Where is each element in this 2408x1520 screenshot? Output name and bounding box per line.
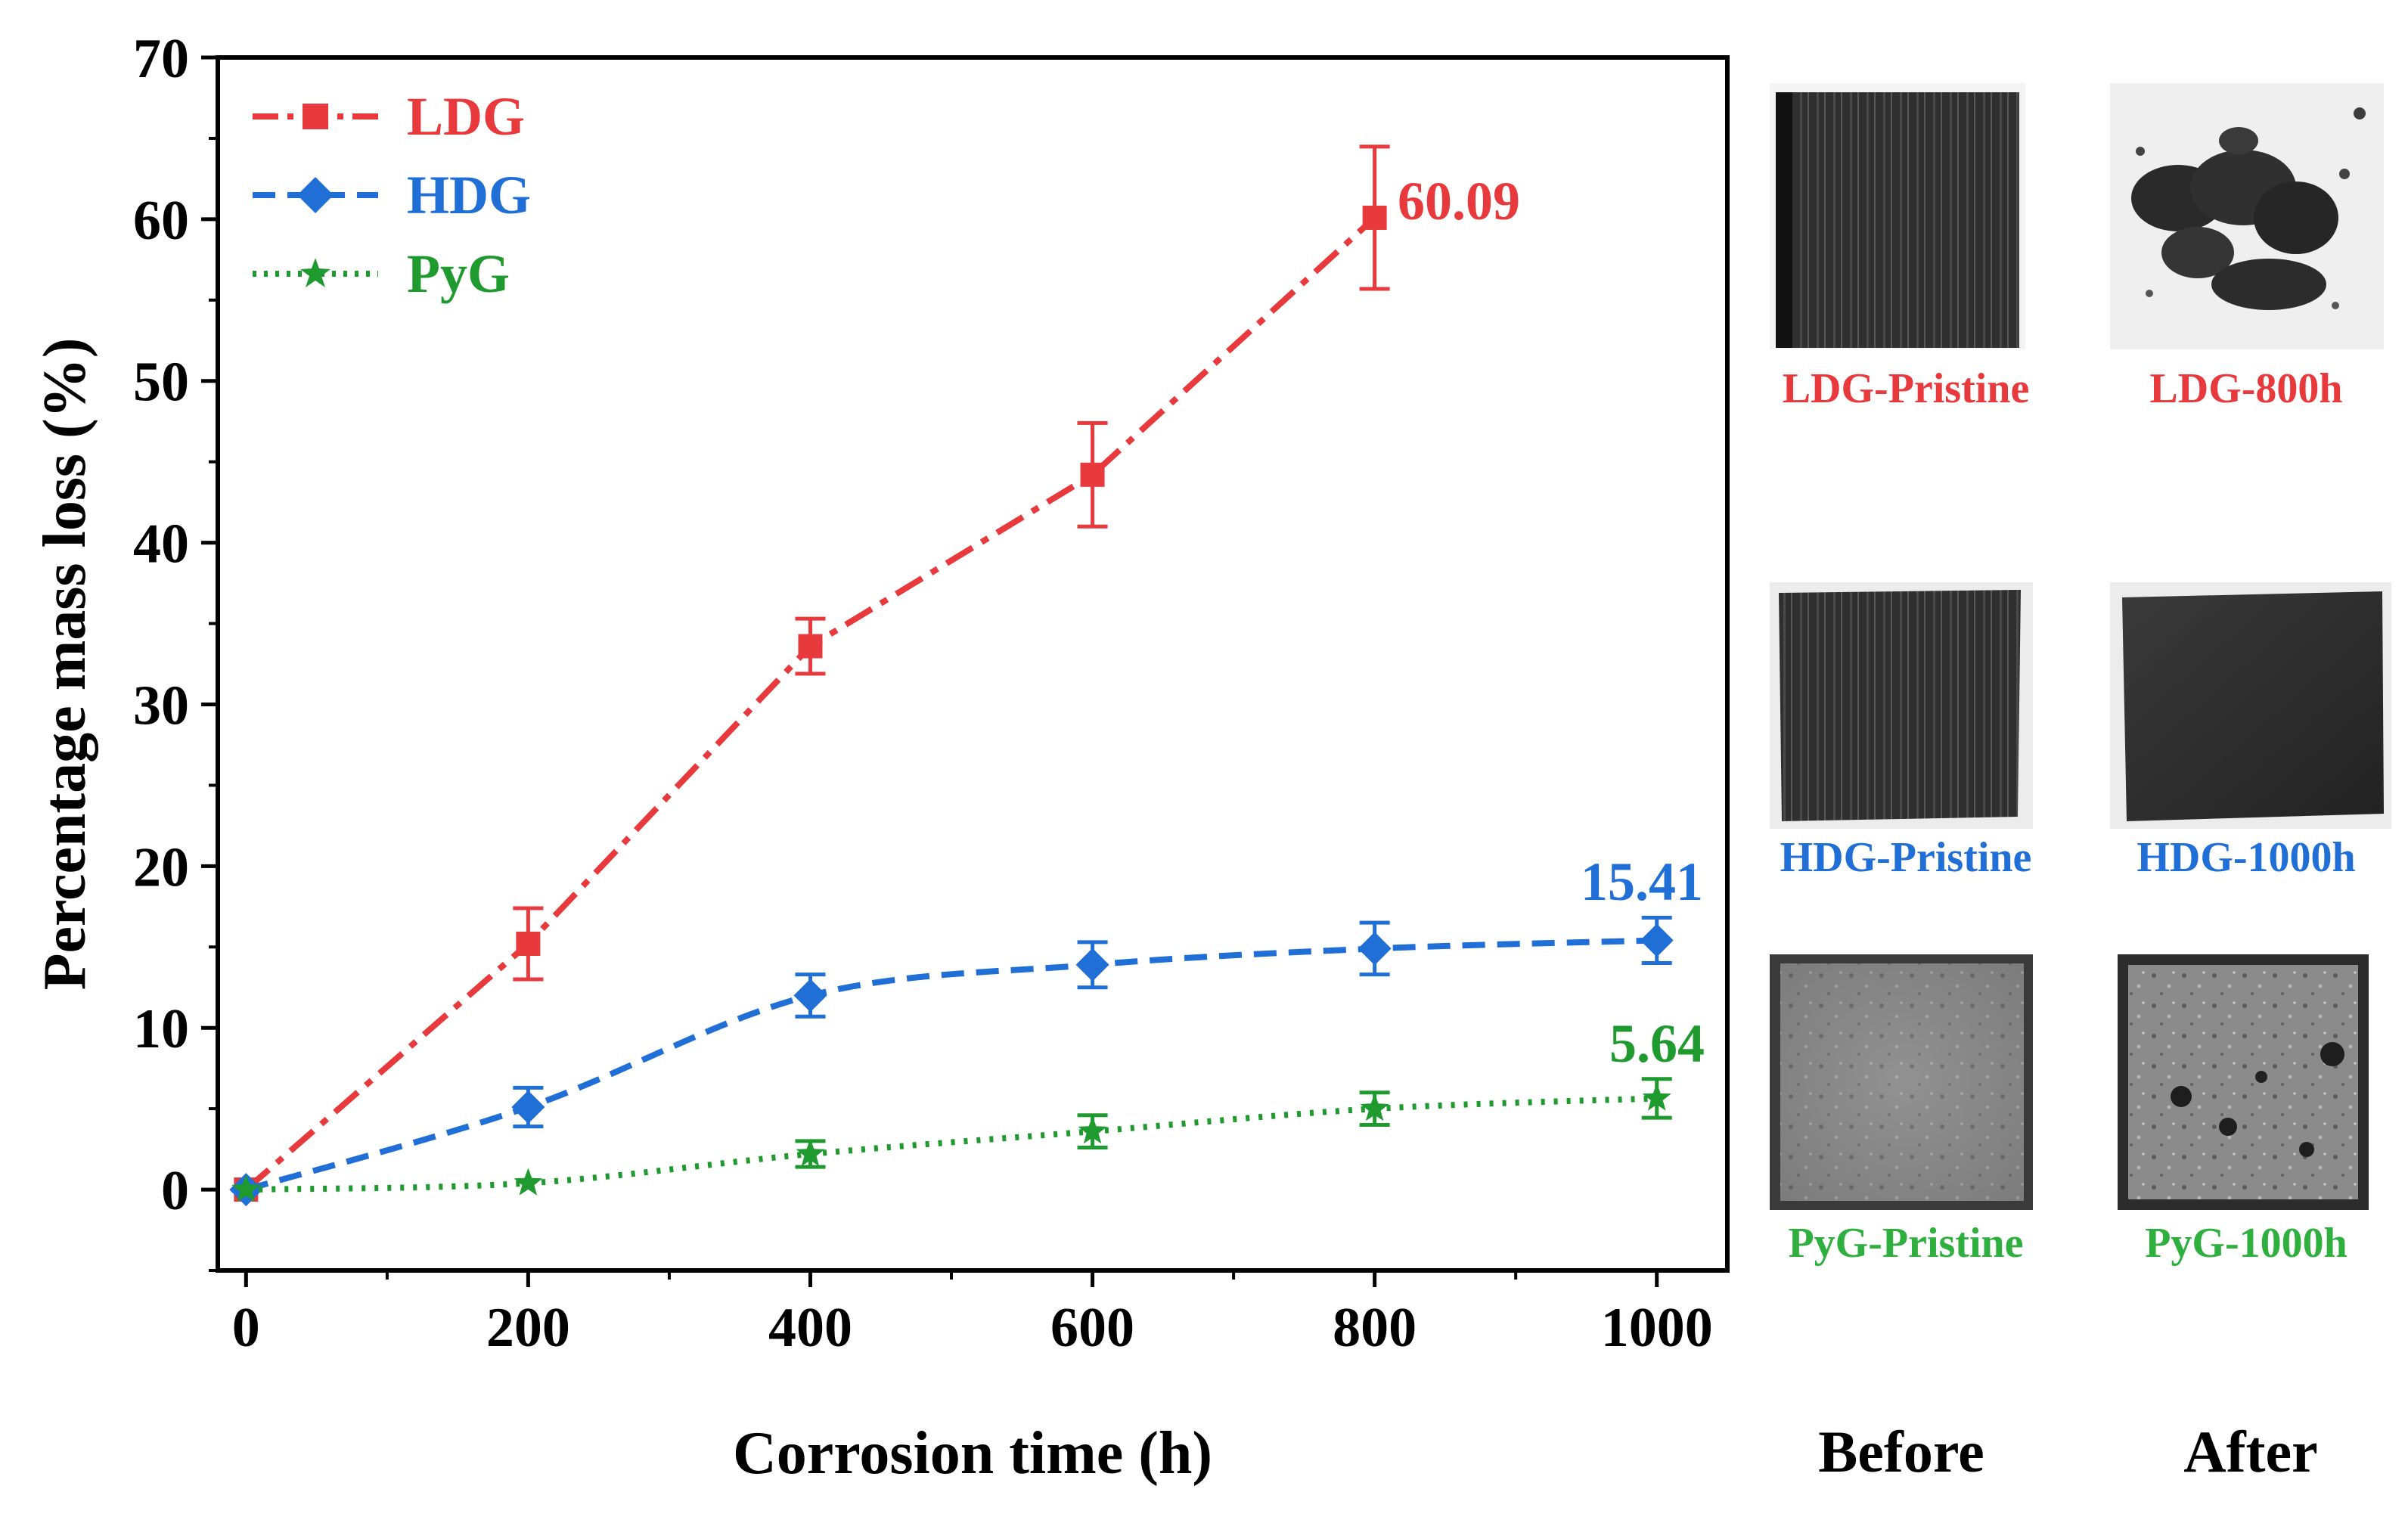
caption-ldg-800h: LDG-800h [2149,365,2342,412]
legend-star [300,258,330,287]
caption-ldg-pristine: LDG-Pristine [1783,365,2030,412]
x-axis-title: Corrosion time (h) [733,1420,1212,1487]
series-ldg [234,144,1390,1202]
series-pyg [231,1077,1672,1202]
legend-label-hdg: HDG [407,165,531,225]
data-point [1075,948,1109,982]
y-tick-label: 30 [133,675,189,737]
legend-item-hdg: HDG [253,165,531,225]
y-tick-label: 40 [133,513,189,575]
data-point [798,634,823,659]
data-point [1642,1083,1671,1111]
x-tick-label: 0 [232,1297,260,1359]
data-point [511,1090,545,1124]
data-point [793,979,827,1013]
legend-item-pyg: PyG [253,244,510,304]
y-axis-title: Percentage mass loss (%) [32,338,98,991]
caption-hdg-pristine: HDG-Pristine [1780,834,2032,881]
y-tick-label: 20 [133,836,189,898]
data-point [516,931,541,956]
y-tick-label: 70 [133,28,189,90]
plot-frame [216,55,1730,1273]
axes: 0 200 400 600 800 1000 0 10 20 30 40 50 60 70 [133,28,1713,1359]
data-point [1078,1116,1107,1144]
column-label-before: Before [1818,1419,1984,1484]
data-point [514,1168,543,1196]
data-point [1360,1093,1389,1121]
caption-hdg-1000h: HDG-1000h [2136,834,2355,881]
photo-ldg-800h [2110,83,2384,349]
data-point [1080,462,1105,487]
photo-pyg-pristine [1770,954,2033,1210]
column-label-after: After [2183,1419,2318,1484]
series-line [245,937,1657,1193]
series-hdg [229,916,1674,1207]
photo-hdg-1000h [2110,582,2391,829]
x-tick-label: 1000 [1601,1297,1713,1359]
caption-pyg-pristine: PyG-Pristine [1788,1220,2023,1267]
y-tick-label: 0 [161,1160,189,1222]
hdg-end-label: 15.41 [1581,852,1703,912]
data-point [1362,205,1387,230]
x-tick-label: 400 [768,1297,852,1359]
x-tick-label: 800 [1333,1297,1417,1359]
photo-panel: LDG-Pristine LDG-800h HDG-Pristine HDG-1… [1770,83,2391,1484]
photo-pyg-1000h [2118,954,2369,1210]
data-point [231,1174,261,1202]
ldg-end-label: 60.09 [1398,171,1520,231]
y-tick-label: 60 [133,190,189,252]
series-line [246,1095,1657,1193]
legend-label-pyg: PyG [407,244,510,304]
series-line [244,215,1377,1193]
caption-pyg-1000h: PyG-1000h [2145,1220,2347,1267]
photo-ldg-pristine [1770,83,2025,349]
data-point [1358,932,1392,966]
series-layer [229,144,1674,1207]
legend: LDG HDG PyG [253,86,531,304]
legend-label-ldg: LDG [407,86,525,147]
x-tick-label: 600 [1050,1297,1134,1359]
y-tick-label: 10 [133,998,189,1060]
y-tick-label: 50 [133,352,189,414]
x-tick-label: 200 [486,1297,570,1359]
data-point [796,1139,825,1167]
legend-item-ldg: LDG [253,86,525,147]
data-point [1640,923,1674,957]
pyg-end-label: 5.64 [1609,1013,1705,1074]
photo-hdg-pristine [1770,582,2033,829]
